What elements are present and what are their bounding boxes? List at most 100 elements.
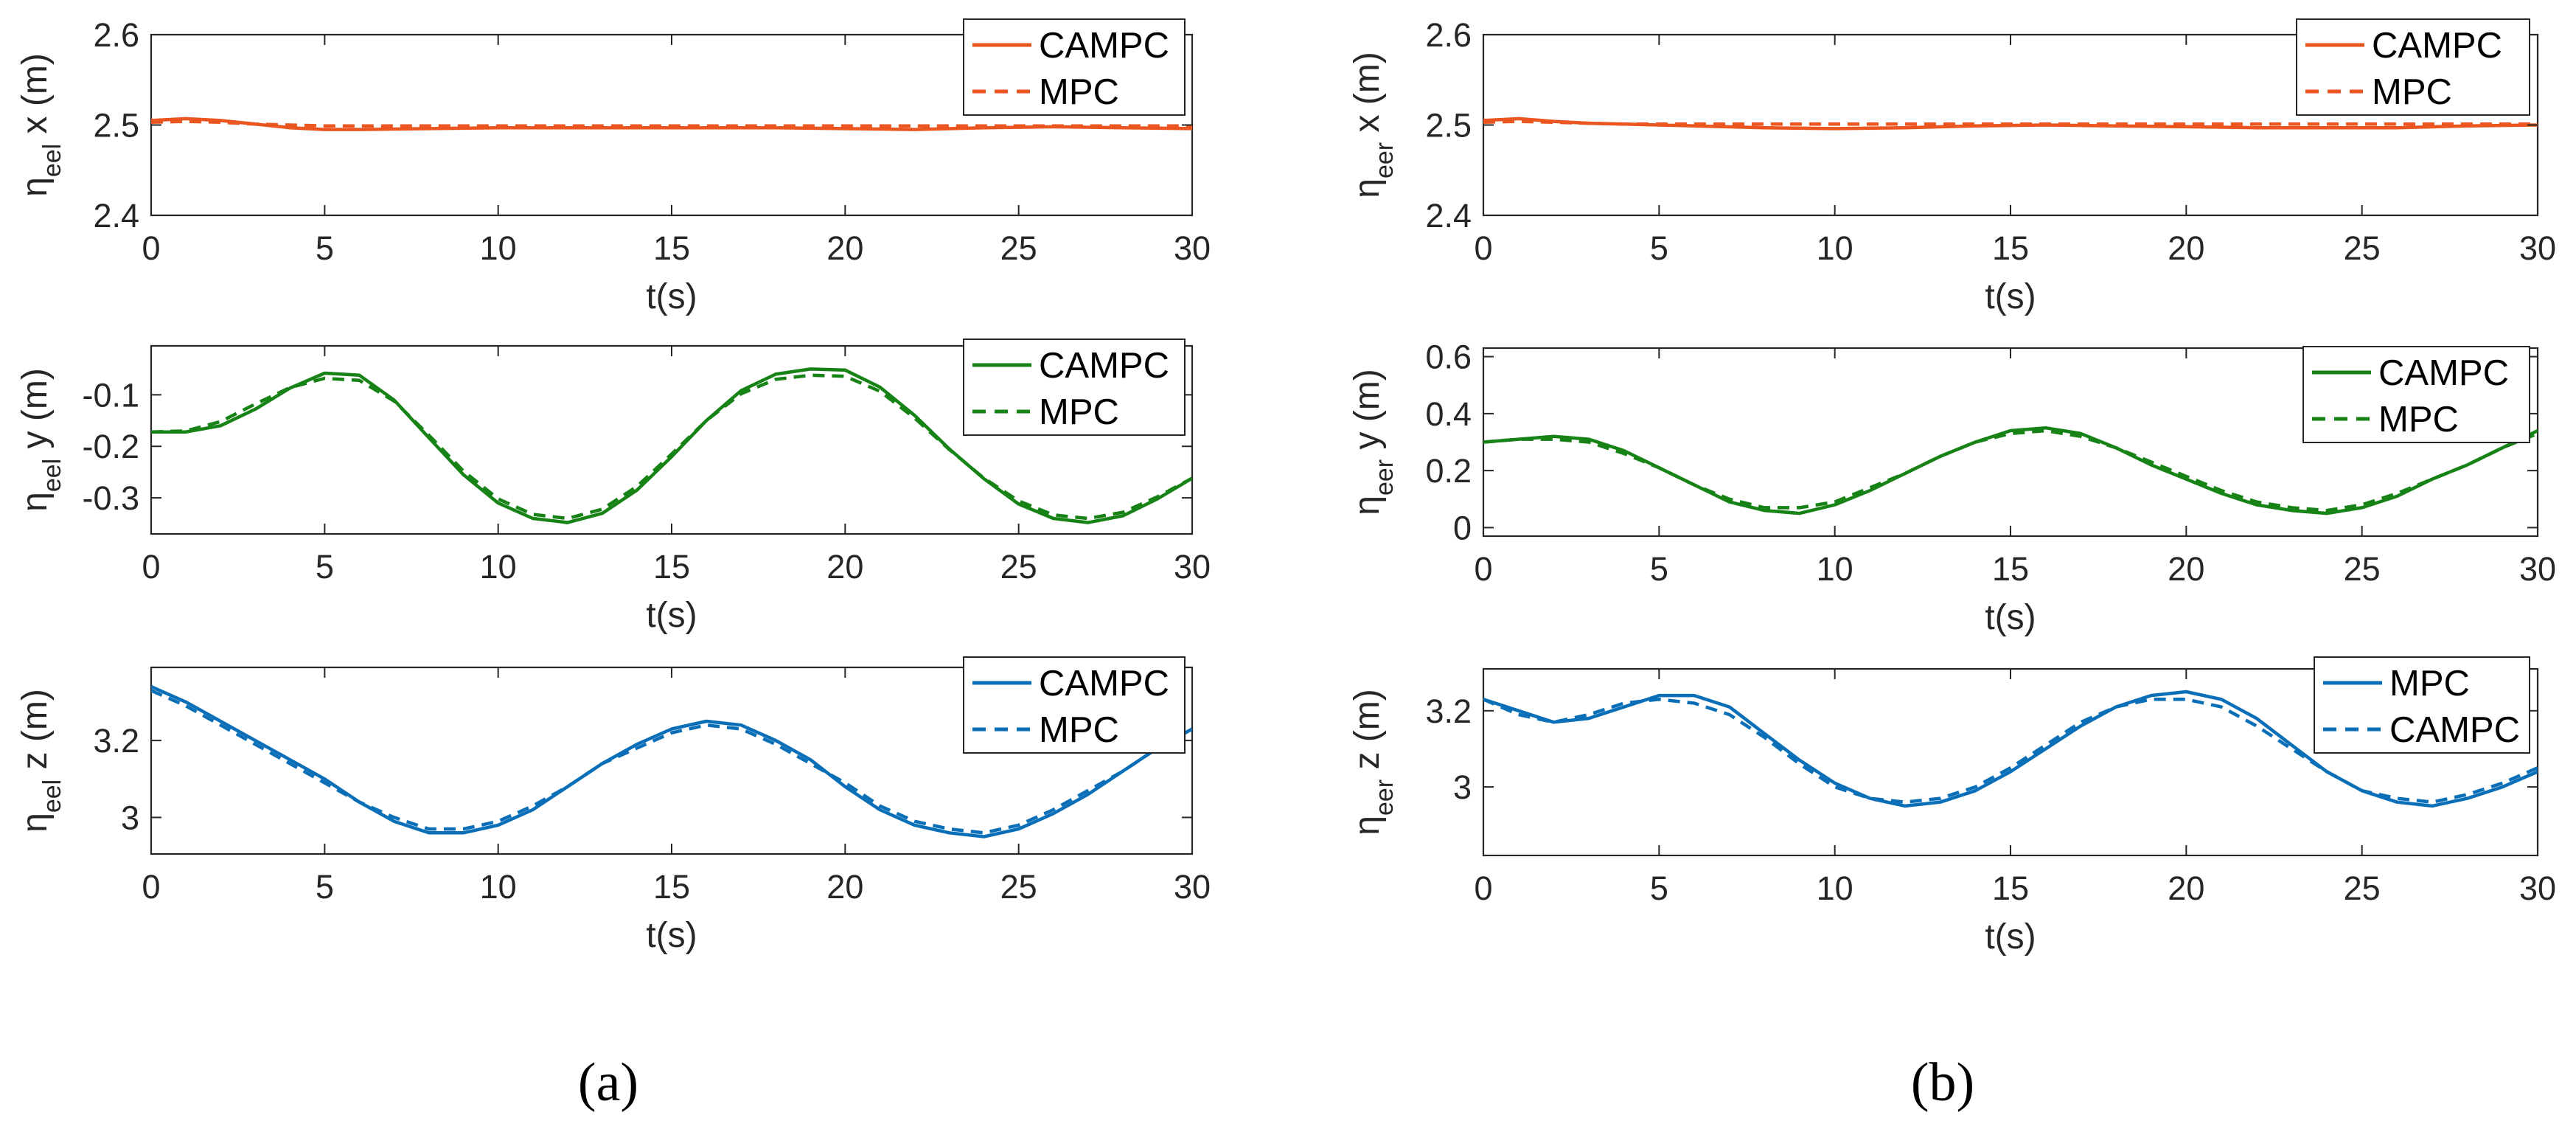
x-tick-label: 20 <box>2168 869 2204 907</box>
y-axis-label: ηeer x (m) <box>1348 52 1399 198</box>
legend-entry-mpc: MPC <box>2372 72 2452 112</box>
legend: CAMPC MPC <box>963 18 1186 116</box>
chart-a-x: 0 5 10 15 20 25 30 2.4 2.5 2.6 t(s) ηeel x (m) CAMPC… <box>15 16 1211 316</box>
x-tick-label: 20 <box>2168 550 2204 588</box>
y-axis-label-subscript: eer <box>1371 142 1399 178</box>
y-axis-label-text: y (m) <box>15 368 55 459</box>
y-axis-label-symbol: η <box>1348 816 1387 836</box>
x-tick-label: 15 <box>1992 869 2029 907</box>
y-axis-label: ηeel x (m) <box>15 53 66 197</box>
x-tick-label: 25 <box>1000 868 1037 906</box>
chart-a-z: 0 5 10 15 20 25 30 3 3.2 t(s) ηeel z (m) CAMPC MPC <box>15 656 1211 955</box>
series-line-mpc-dashed <box>1483 428 2538 513</box>
y-tick-label: 3 <box>121 799 139 836</box>
legend-box <box>2314 656 2530 754</box>
x-tick-label: 10 <box>480 548 517 586</box>
x-tick-label: 20 <box>826 229 863 267</box>
y-axis-label: ηeel y (m) <box>15 368 66 512</box>
x-tick-label: 20 <box>826 868 863 906</box>
y-tick-label: 2.6 <box>93 16 139 54</box>
legend-entry-campc: CAMPC <box>1039 346 1169 386</box>
legend-entry-campc: CAMPC <box>2389 710 2520 750</box>
legend-entry-mpc: MPC <box>2389 664 2470 704</box>
legend-entry-campc: CAMPC <box>2372 26 2502 66</box>
y-tick-label: 0.4 <box>1425 395 1472 433</box>
chart-a-y: 0 5 10 15 20 25 30 -0.3 -0.2 -0.1 t(s) ηeel y (m) CA… <box>15 338 1211 635</box>
legend-entry-mpc: MPC <box>1039 392 1119 432</box>
y-axis-label-symbol: η <box>15 813 55 833</box>
x-axis-label: t(s) <box>1985 917 2036 956</box>
y-tick-label: 2.6 <box>1425 16 1472 54</box>
x-tick-label: 0 <box>1474 869 1492 907</box>
series-line-campc-solid <box>151 367 1192 524</box>
series-line-campc-dashed <box>1483 698 2538 804</box>
legend: CAMPC MPC <box>963 656 1186 754</box>
chart-b-y: 0 5 10 15 20 25 30 0 0.2 0.4 0.6 t(s) ηeer y (m) CAMP… <box>1348 338 2556 637</box>
y-tick-label: -0.2 <box>82 428 139 465</box>
x-tick-label: 5 <box>1650 869 1668 907</box>
y-axis-label-symbol: η <box>15 177 55 197</box>
y-tick-label: 2.4 <box>93 197 139 235</box>
x-axis-label: t(s) <box>646 916 697 955</box>
x-tick-label: 30 <box>1174 868 1211 906</box>
x-axis-label: t(s) <box>1985 277 2036 316</box>
x-tick-label: 30 <box>2519 869 2556 907</box>
x-axis-label: t(s) <box>646 277 697 316</box>
y-axis-label: ηeer z (m) <box>1348 689 1399 835</box>
x-tick-label: 30 <box>1174 229 1211 267</box>
x-tick-label: 10 <box>1817 229 1853 267</box>
legend-box <box>2302 346 2530 443</box>
y-axis-label-subscript: eer <box>1371 459 1399 496</box>
panel-label-b: (b) <box>1911 1052 1974 1113</box>
x-tick-label: 15 <box>1992 229 2029 267</box>
panel-label-a: (a) <box>578 1052 638 1113</box>
x-tick-label: 0 <box>1474 550 1492 588</box>
x-tick-label: 25 <box>1000 548 1037 586</box>
x-tick-label: 30 <box>2519 550 2556 588</box>
y-axis-label-symbol: η <box>15 492 55 512</box>
chart-b-z: 0 5 10 15 20 25 30 3 3.2 t(s) ηeer z (m) MPC CAMPC <box>1348 656 2556 956</box>
y-tick-label: 3 <box>1453 768 1472 806</box>
x-tick-label: 20 <box>826 548 863 586</box>
x-tick-label: 15 <box>653 229 690 267</box>
y-axis-label-subscript: eel <box>38 459 66 492</box>
y-tick-label: -0.3 <box>82 479 139 517</box>
y-axis-label-text: z (m) <box>1348 689 1387 779</box>
x-tick-label: 30 <box>2519 229 2556 267</box>
x-tick-label: 25 <box>2344 550 2381 588</box>
series-line-mpc-dashed <box>151 119 1192 128</box>
x-tick-label: 25 <box>1000 229 1037 267</box>
x-tick-label: 15 <box>653 868 690 906</box>
x-tick-label: 25 <box>2344 229 2381 267</box>
y-tick-label: -0.1 <box>82 376 139 414</box>
legend-entry-campc: CAMPC <box>2378 353 2509 393</box>
y-axis-label-symbol: η <box>1348 178 1387 198</box>
legend-box <box>963 18 1186 116</box>
y-tick-label: 2.4 <box>1425 197 1472 235</box>
y-axis-label-text: x (m) <box>1348 52 1387 142</box>
x-tick-label: 30 <box>1174 548 1211 586</box>
x-tick-label: 0 <box>142 868 160 906</box>
legend: MPC CAMPC <box>2314 656 2530 754</box>
legend-entry-mpc: MPC <box>1039 710 1119 750</box>
y-axis-label: ηeer y (m) <box>1348 369 1399 515</box>
y-tick-label: 0.6 <box>1425 338 1472 376</box>
y-tick-label: 2.5 <box>1425 107 1472 145</box>
y-tick-label: 0 <box>1453 509 1472 546</box>
x-tick-label: 5 <box>1650 550 1668 588</box>
x-tick-label: 5 <box>1650 229 1668 267</box>
chart-b-x: 0 5 10 15 20 25 30 2.4 2.5 2.6 t(s) ηeer x (m) CAMPC… <box>1348 16 2556 316</box>
x-tick-label: 0 <box>1474 229 1492 267</box>
legend: CAMPC MPC <box>2296 18 2530 116</box>
y-axis-label-subscript: eel <box>38 779 66 813</box>
series-line-mpc-dashed <box>1483 119 2538 126</box>
y-tick-label: 3.2 <box>1425 692 1472 730</box>
y-axis-label-subscript: eer <box>1371 779 1399 816</box>
charts-layer: 0 5 10 15 20 25 302.42.52.6t(s)ηeel x (m)CAMPC… <box>15 16 2556 956</box>
x-axis-label: t(s) <box>646 596 697 635</box>
x-tick-label: 10 <box>480 868 517 906</box>
y-axis-label: ηeel z (m) <box>15 689 66 833</box>
legend-box <box>963 656 1186 754</box>
legend-box <box>2296 18 2530 116</box>
